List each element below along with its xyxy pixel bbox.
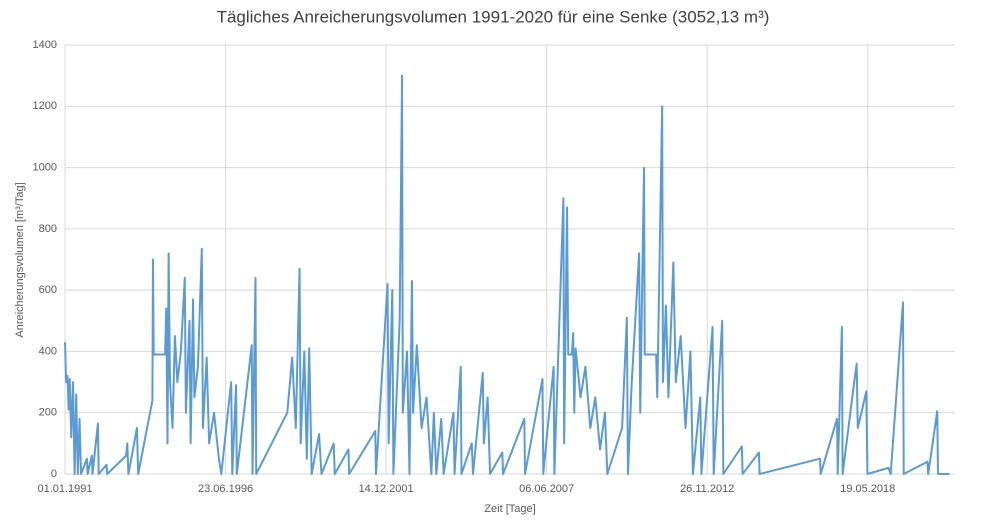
y-tick-label: 1000 [33,161,57,173]
y-tick-label: 800 [39,223,57,235]
chart-title: Tägliches Anreicherungsvolumen 1991-2020… [217,7,770,26]
x-tick-label: 23.06.1996 [198,483,253,495]
y-tick-label: 600 [39,284,57,296]
x-tick-label: 01.01.1991 [37,483,92,495]
x-tick-label: 26.11.2012 [680,483,734,495]
y-tick-label: 1400 [33,39,57,51]
x-tick-label: 19.05.2018 [840,483,895,495]
y-tick-label: 1200 [33,100,57,112]
y-tick-label: 200 [39,407,57,419]
x-tick-label: 14.12.2001 [359,483,414,495]
y-axis-label: Anreicherungsvolumen [m³/Tag] [14,182,26,337]
y-tick-label: 400 [39,345,57,357]
x-axis-label: Zeit [Tage] [484,503,535,515]
y-tick-label: 0 [51,468,57,480]
data-line [64,74,950,475]
x-tick-label: 06.06.2007 [519,483,574,495]
